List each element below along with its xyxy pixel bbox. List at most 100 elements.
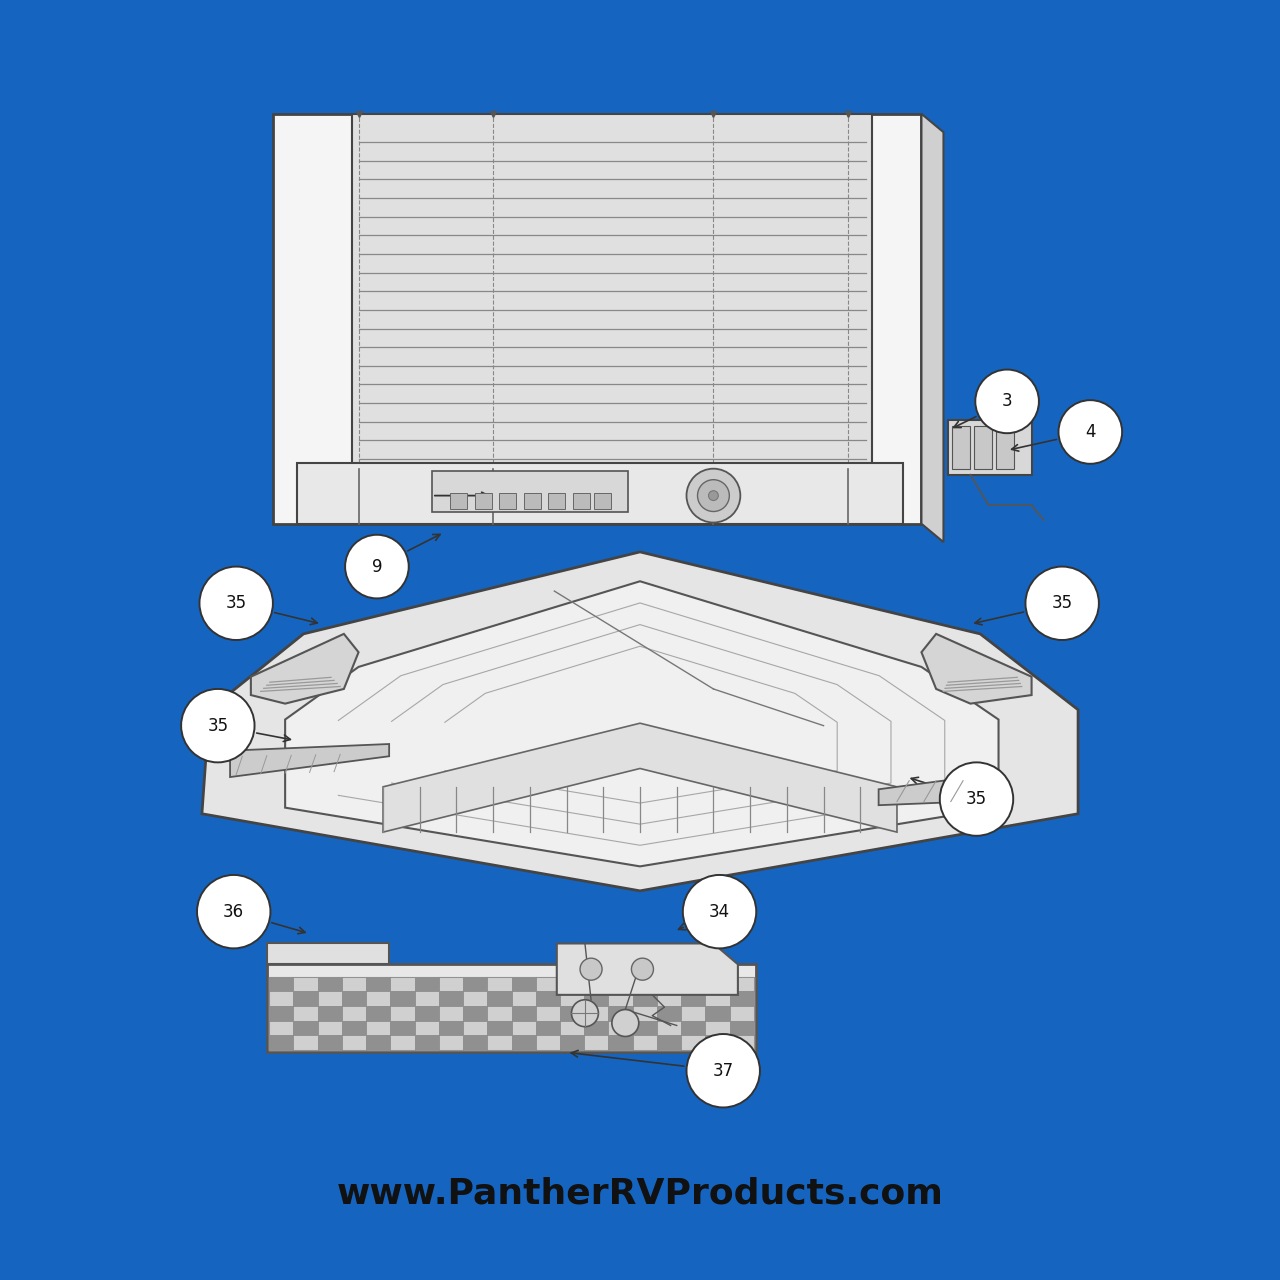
Bar xyxy=(608,1036,632,1050)
Circle shape xyxy=(686,468,740,522)
Bar xyxy=(681,1020,705,1036)
Text: 9: 9 xyxy=(371,558,383,576)
Bar xyxy=(512,977,536,991)
Text: www.PantherRVProducts.com: www.PantherRVProducts.com xyxy=(337,1176,943,1210)
Polygon shape xyxy=(431,471,627,512)
Bar xyxy=(681,991,705,1006)
Polygon shape xyxy=(451,493,467,509)
Bar xyxy=(415,1006,439,1020)
Bar xyxy=(293,1020,317,1036)
Circle shape xyxy=(698,480,730,512)
Bar xyxy=(730,1020,754,1036)
Circle shape xyxy=(346,535,408,598)
Polygon shape xyxy=(285,581,998,867)
Polygon shape xyxy=(996,426,1015,468)
Bar xyxy=(463,1006,488,1020)
Bar xyxy=(390,991,415,1006)
Text: 35: 35 xyxy=(1052,594,1073,612)
Polygon shape xyxy=(230,744,389,777)
Bar xyxy=(730,991,754,1006)
Circle shape xyxy=(182,689,255,763)
Polygon shape xyxy=(974,426,992,468)
Bar xyxy=(512,1006,536,1020)
Bar xyxy=(559,1036,584,1050)
Polygon shape xyxy=(273,114,922,524)
Bar xyxy=(584,991,608,1006)
Bar xyxy=(559,977,584,991)
Bar xyxy=(342,1020,366,1036)
Polygon shape xyxy=(878,777,1001,805)
Circle shape xyxy=(975,370,1039,433)
Polygon shape xyxy=(557,943,737,995)
Bar xyxy=(269,977,293,991)
Circle shape xyxy=(686,1034,760,1107)
Polygon shape xyxy=(383,723,897,832)
Circle shape xyxy=(1059,401,1123,463)
Bar xyxy=(657,1006,681,1020)
Polygon shape xyxy=(594,493,611,509)
Bar xyxy=(293,991,317,1006)
Text: 36: 36 xyxy=(223,902,244,920)
Bar xyxy=(608,1006,632,1020)
Polygon shape xyxy=(922,114,943,543)
Polygon shape xyxy=(266,964,756,1052)
Bar xyxy=(317,1006,342,1020)
Bar xyxy=(415,977,439,991)
Circle shape xyxy=(631,959,654,980)
Bar xyxy=(269,1036,293,1050)
Text: 35: 35 xyxy=(225,594,247,612)
Bar xyxy=(488,1020,512,1036)
Bar xyxy=(657,1036,681,1050)
Bar xyxy=(632,991,657,1006)
Bar xyxy=(269,1006,293,1020)
Text: 4: 4 xyxy=(1085,422,1096,442)
Circle shape xyxy=(200,567,273,640)
Polygon shape xyxy=(524,493,541,509)
Polygon shape xyxy=(548,493,566,509)
Bar xyxy=(536,991,559,1006)
Polygon shape xyxy=(952,426,970,468)
Circle shape xyxy=(940,763,1014,836)
Bar xyxy=(512,1036,536,1050)
Bar xyxy=(657,977,681,991)
Polygon shape xyxy=(297,462,904,524)
Bar xyxy=(390,1020,415,1036)
Polygon shape xyxy=(499,493,516,509)
Circle shape xyxy=(197,876,270,948)
Polygon shape xyxy=(922,634,1032,704)
Polygon shape xyxy=(266,943,389,964)
Text: 35: 35 xyxy=(966,790,987,808)
Circle shape xyxy=(682,876,756,948)
Bar xyxy=(317,1036,342,1050)
Bar xyxy=(488,991,512,1006)
Bar xyxy=(705,977,730,991)
Bar xyxy=(415,1036,439,1050)
Bar xyxy=(342,991,366,1006)
Polygon shape xyxy=(251,634,358,704)
Polygon shape xyxy=(572,493,590,509)
Bar xyxy=(705,1006,730,1020)
Circle shape xyxy=(612,1010,639,1037)
Polygon shape xyxy=(202,552,1078,891)
Text: 35: 35 xyxy=(207,717,228,735)
Polygon shape xyxy=(475,493,492,509)
Bar xyxy=(705,1036,730,1050)
Bar xyxy=(366,977,390,991)
Text: 37: 37 xyxy=(713,1061,733,1080)
Bar xyxy=(439,1020,463,1036)
Bar xyxy=(463,977,488,991)
Polygon shape xyxy=(948,420,1032,475)
Bar xyxy=(632,1020,657,1036)
Bar xyxy=(439,991,463,1006)
Bar xyxy=(366,1036,390,1050)
Bar xyxy=(463,1036,488,1050)
Bar xyxy=(536,1020,559,1036)
Bar xyxy=(584,1020,608,1036)
Bar xyxy=(608,977,632,991)
Circle shape xyxy=(709,490,718,500)
Bar xyxy=(559,1006,584,1020)
Text: 34: 34 xyxy=(709,902,730,920)
Circle shape xyxy=(1025,567,1098,640)
Bar xyxy=(317,977,342,991)
Circle shape xyxy=(571,1000,598,1027)
